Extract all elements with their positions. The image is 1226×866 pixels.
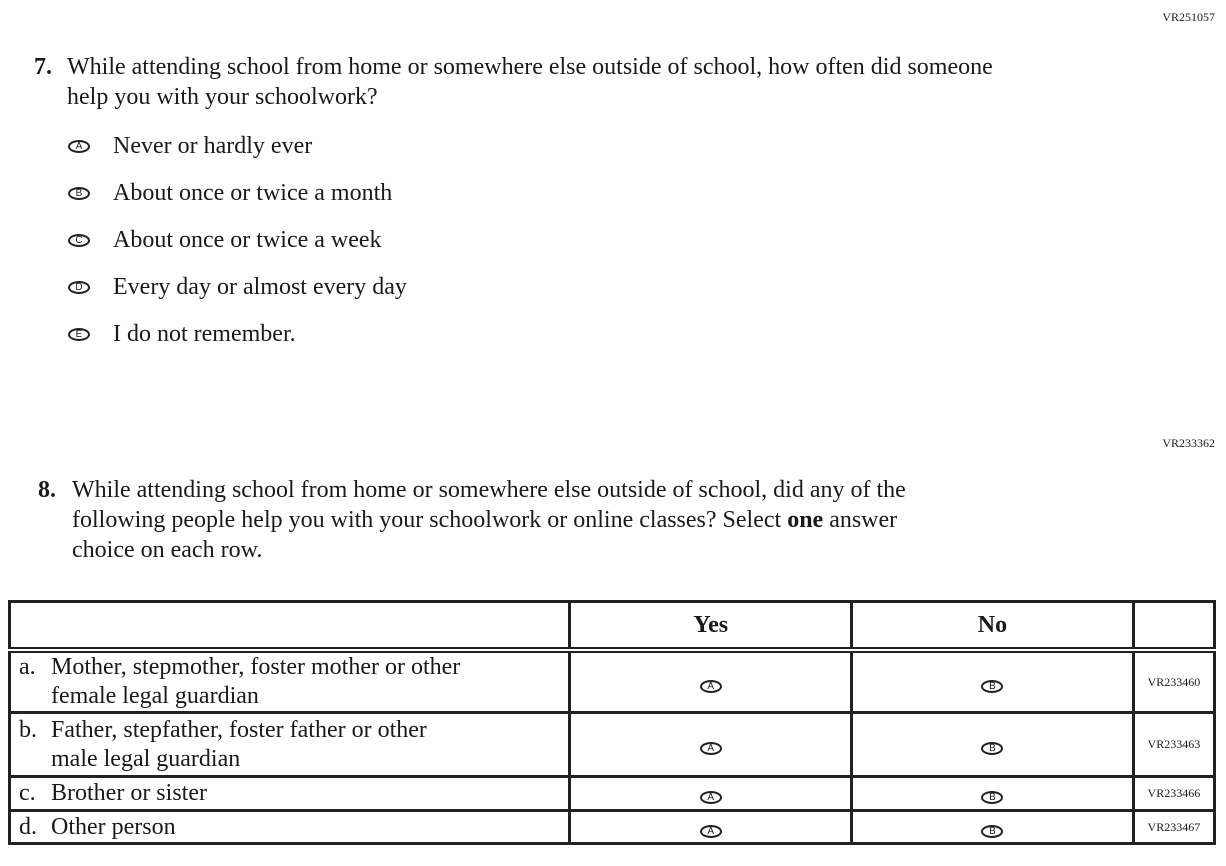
option-label: Every day or almost every day xyxy=(113,274,407,300)
row-letter: c. xyxy=(19,780,36,806)
row-code: VR233463 xyxy=(1131,711,1217,778)
option-label: I do not remember. xyxy=(113,321,296,347)
option-label: About once or twice a month xyxy=(113,180,393,206)
answer-option-a[interactable]: A Never or hardly ever xyxy=(68,133,312,160)
no-cell: B xyxy=(850,648,1135,714)
row-text: female legal guardian xyxy=(51,683,259,709)
answer-option-c[interactable]: C About once or twice a week xyxy=(68,227,382,254)
header-blank xyxy=(7,600,572,653)
yes-bubble[interactable]: A xyxy=(699,679,722,693)
row-text: Brother or sister xyxy=(51,780,207,806)
table-row: b. Father, stepfather, foster father or o… xyxy=(7,711,1217,778)
row-text: Mother, stepmother, foster mother or oth… xyxy=(51,654,461,680)
no-bubble[interactable]: B xyxy=(981,742,1004,755)
no-cell: B xyxy=(850,809,1135,845)
answer-bubble[interactable]: C xyxy=(68,234,90,247)
row-label: a. Mother, stepmother, foster mother or o… xyxy=(7,648,572,714)
no-bubble[interactable]: B xyxy=(981,679,1004,693)
header-code xyxy=(1131,600,1217,653)
answer-option-d[interactable]: D Every day or almost every day xyxy=(68,274,407,301)
yes-bubble[interactable]: A xyxy=(699,824,722,838)
answer-option-e[interactable]: E I do not remember. xyxy=(68,321,296,348)
table-row: d. Other person A B VR233467 xyxy=(7,809,1217,845)
no-bubble[interactable]: B xyxy=(981,791,1004,804)
option-label: About once or twice a week xyxy=(113,227,382,253)
answer-bubble[interactable]: B xyxy=(68,187,90,200)
question-text: choice on each row. xyxy=(72,537,263,563)
option-label: Never or hardly ever xyxy=(113,133,313,159)
row-letter: b. xyxy=(19,716,37,743)
no-cell: B xyxy=(850,775,1135,812)
question-text: While attending school from home or some… xyxy=(72,477,906,503)
question-text: following people help you with your scho… xyxy=(72,505,906,535)
question-8: 8. While attending school from home or s… xyxy=(38,475,906,565)
question-code: VR233362 xyxy=(1162,436,1215,450)
question-text: help you with your schoolwork? xyxy=(67,84,378,110)
question-7: 7. While attending school from home or s… xyxy=(34,52,993,112)
row-letter: d. xyxy=(19,813,37,840)
answer-option-b[interactable]: B About once or twice a month xyxy=(68,180,392,207)
row-code: VR233460 xyxy=(1131,648,1217,714)
row-label: c. Brother or sister xyxy=(7,775,572,812)
no-cell: B xyxy=(850,711,1135,778)
yes-bubble[interactable]: A xyxy=(699,791,722,804)
answer-bubble[interactable]: A xyxy=(68,140,90,153)
yes-cell: A xyxy=(568,775,854,812)
answer-grid: Yes No a. Mother, stepmother, foster moth… xyxy=(7,600,1217,845)
yes-cell: A xyxy=(568,711,854,778)
yes-cell: A xyxy=(568,648,854,714)
header-no: No xyxy=(850,600,1135,653)
yes-cell: A xyxy=(568,809,854,845)
question-number: 7. xyxy=(34,54,52,80)
question-number: 8. xyxy=(38,477,56,503)
question-code: VR251057 xyxy=(1162,10,1215,24)
question-text: While attending school from home or some… xyxy=(67,54,993,80)
row-letter: a. xyxy=(19,654,36,680)
no-bubble[interactable]: B xyxy=(981,824,1004,838)
row-text: male legal guardian xyxy=(51,745,241,772)
row-text: Father, stepfather, foster father or oth… xyxy=(51,716,427,743)
row-code: VR233467 xyxy=(1131,809,1217,845)
table-row: a. Mother, stepmother, foster mother or o… xyxy=(7,648,1217,714)
emphasis: one xyxy=(787,507,824,533)
row-label: d. Other person xyxy=(7,809,572,845)
table-row: c. Brother or sister A B VR233466 xyxy=(7,775,1217,812)
answer-bubble[interactable]: D xyxy=(68,281,90,294)
text: following people help you with your scho… xyxy=(72,507,788,533)
row-label: b. Father, stepfather, foster father or o… xyxy=(7,711,572,778)
text: answer xyxy=(823,507,898,533)
row-text: Other person xyxy=(51,813,176,840)
answer-bubble[interactable]: E xyxy=(68,328,90,341)
row-code: VR233466 xyxy=(1131,775,1217,812)
yes-bubble[interactable]: A xyxy=(699,742,722,755)
header-yes: Yes xyxy=(568,600,854,653)
